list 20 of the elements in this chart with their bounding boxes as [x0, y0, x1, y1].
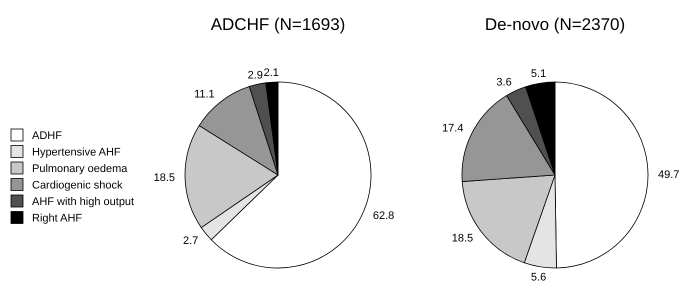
data-label: 18.5: [452, 232, 474, 244]
chart-title: De-novo (N=2370): [484, 15, 626, 34]
data-label: 2.7: [182, 235, 198, 248]
data-label: 5.1: [530, 68, 546, 80]
data-label: 18.5: [154, 172, 176, 184]
data-label: 3.6: [496, 76, 512, 88]
data-label: 62.8: [372, 210, 394, 222]
legend-label: Pulmonary oedema: [32, 162, 128, 175]
legend-label: Hypertensive AHF: [32, 146, 121, 158]
data-label: 2.1: [264, 67, 279, 80]
legend-label: Cardiogenic shock: [32, 179, 123, 192]
legend-label: ADHF: [32, 130, 62, 142]
data-label: 2.9: [248, 69, 263, 82]
legend-label: Right AHF: [32, 212, 82, 224]
data-label: 49.7: [658, 169, 680, 182]
data-label: 17.4: [442, 122, 464, 135]
data-label: 11.1: [194, 88, 215, 101]
data-label: 5.6: [530, 272, 546, 284]
chart-title: ADCHF (N=1693): [210, 15, 346, 34]
legend-label: AHF with high output: [32, 196, 134, 208]
